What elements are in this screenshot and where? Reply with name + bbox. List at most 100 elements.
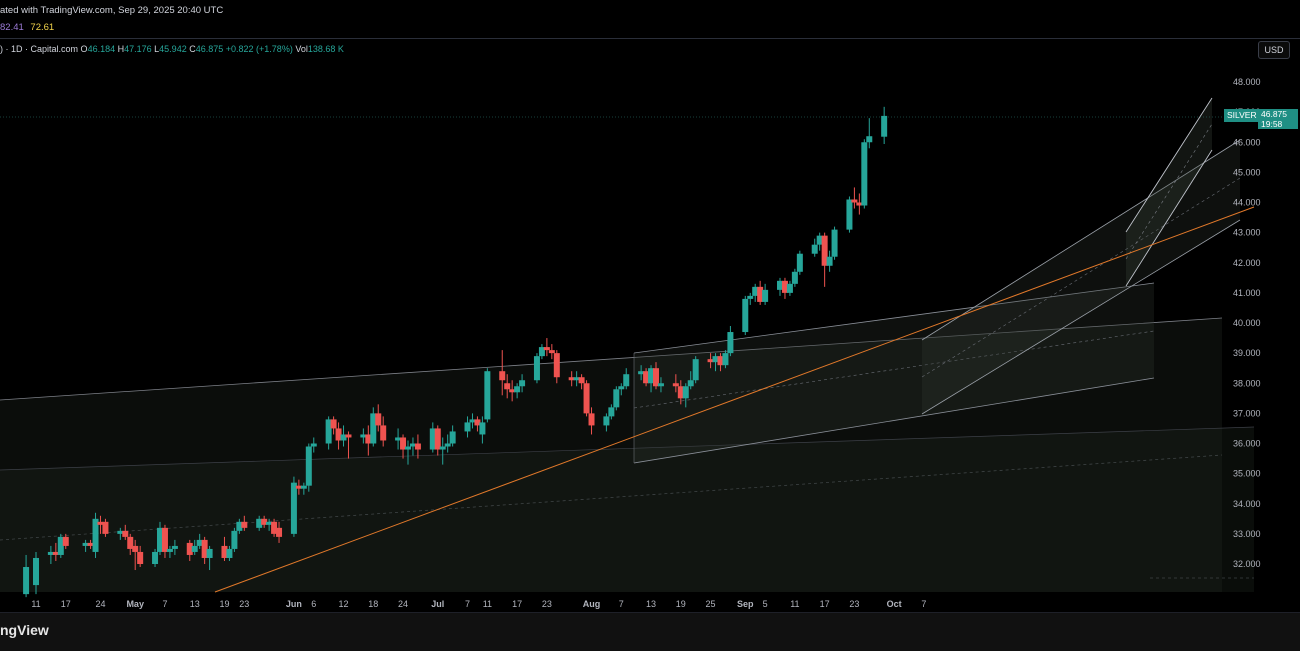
candle-body <box>305 446 312 486</box>
close-label: C <box>189 44 196 54</box>
candle-body <box>152 551 159 564</box>
price-tag-box: 46.875 19:58 <box>1258 109 1298 129</box>
aug-channel-bottom <box>921 219 1241 415</box>
candle-body <box>196 539 203 546</box>
candle-body <box>221 545 228 558</box>
y-tick-label: 38.000 <box>1233 378 1261 388</box>
candle-body <box>692 359 699 381</box>
candle-body <box>186 542 193 555</box>
candle-body <box>672 383 679 387</box>
candle-body <box>310 443 317 447</box>
change-value: +0.822 (+1.78%) <box>225 44 293 54</box>
currency-button[interactable]: USD <box>1258 41 1290 59</box>
price-tag-symbol: SILVER <box>1224 109 1260 122</box>
candle-body <box>657 383 664 387</box>
candle-body <box>449 431 456 444</box>
y-tick-label: 42.000 <box>1233 258 1261 268</box>
y-tick-label: 33.000 <box>1233 529 1261 539</box>
candle-body <box>851 199 858 203</box>
candle-body <box>603 416 610 426</box>
trendline-drawings <box>214 206 1255 593</box>
candle-body <box>757 286 764 302</box>
candle-body <box>762 289 769 302</box>
july-channel-bottom <box>633 377 1155 464</box>
candle-body <box>781 280 788 293</box>
candle-body <box>33 557 39 586</box>
big-channel-mid <box>0 454 1223 541</box>
x-tick-label: 13 <box>646 599 656 609</box>
x-tick-label: Sep <box>737 599 754 609</box>
candle-body <box>623 374 630 387</box>
x-tick-label: 13 <box>190 599 200 609</box>
candle-body <box>712 356 719 363</box>
x-tick-label: 17 <box>820 599 830 609</box>
candle-body <box>499 371 506 381</box>
candle-body <box>474 419 481 426</box>
candle-body <box>846 199 853 230</box>
candle-body <box>271 521 278 534</box>
x-tick-label: Jun <box>286 599 302 609</box>
candle-body <box>861 142 868 206</box>
created-with-text: ated with TradingView.com, Sep 29, 2025 … <box>0 5 224 16</box>
candle-body <box>395 437 402 441</box>
candle-body <box>504 383 511 390</box>
aug-channel-mid <box>921 177 1241 378</box>
july-channel-mid <box>633 330 1155 409</box>
candle-body <box>206 548 213 558</box>
candle-body <box>821 235 828 266</box>
candle-body <box>519 380 526 387</box>
candle-body <box>127 536 134 549</box>
candle-body <box>414 443 421 450</box>
x-tick-label: 7 <box>921 599 926 609</box>
sep-channel-top <box>1125 97 1213 233</box>
low-value: 45.942 <box>159 44 187 54</box>
y-tick-label: 46.000 <box>1233 137 1261 147</box>
candle-body <box>365 434 372 444</box>
y-tick-label: 36.000 <box>1233 439 1261 449</box>
x-tick-label: 23 <box>849 599 859 609</box>
x-tick-label: Oct <box>887 599 902 609</box>
july-channel-fill <box>634 283 1154 463</box>
price-tag-countdown: 19:58 <box>1261 119 1283 129</box>
x-tick-label: 17 <box>61 599 71 609</box>
x-tick-label: 7 <box>619 599 624 609</box>
candle-body <box>266 521 273 525</box>
candle-body <box>340 434 347 441</box>
x-tick-label: 7 <box>465 599 470 609</box>
candle-body <box>816 235 823 245</box>
candle-body <box>370 413 377 444</box>
candle-body <box>256 518 263 528</box>
high-label: H <box>117 44 125 54</box>
x-tick-label: 18 <box>368 599 378 609</box>
candle-body <box>717 356 724 366</box>
candle-body <box>201 539 208 558</box>
candle-body <box>261 518 268 525</box>
x-tick-label: 24 <box>95 599 105 609</box>
candle-body <box>479 422 486 435</box>
candle-body <box>464 422 471 432</box>
candle-body <box>171 545 178 549</box>
candle-body <box>434 428 441 450</box>
x-tick-label: 17 <box>512 599 522 609</box>
candle-body <box>613 389 620 408</box>
y-tick-label: 35.000 <box>1233 469 1261 479</box>
x-tick-label: 7 <box>162 599 167 609</box>
x-tick-label: 5 <box>763 599 768 609</box>
x-tick-label: 11 <box>790 599 799 609</box>
y-tick-label: 37.000 <box>1233 408 1261 418</box>
open-label: O <box>80 44 88 54</box>
lower-band-line <box>0 426 1255 471</box>
big-channel-fill <box>0 318 1222 592</box>
sep-channel-mid <box>1125 123 1213 260</box>
y-tick-label: 34.000 <box>1233 499 1261 509</box>
x-tick-label: 25 <box>706 599 716 609</box>
y-tick-label: 43.000 <box>1233 228 1261 238</box>
footer-bar <box>0 612 1300 651</box>
candle-body <box>791 271 798 284</box>
candle-body <box>117 530 124 534</box>
x-axis[interactable]: 11 17 24 May 7 13 19 23 Jun 6 12 18 24 Jul 7 11 17 23 Aug 7… <box>31 599 926 609</box>
candle-body <box>191 545 198 552</box>
candle-body <box>87 542 94 546</box>
candle-body <box>330 419 337 429</box>
